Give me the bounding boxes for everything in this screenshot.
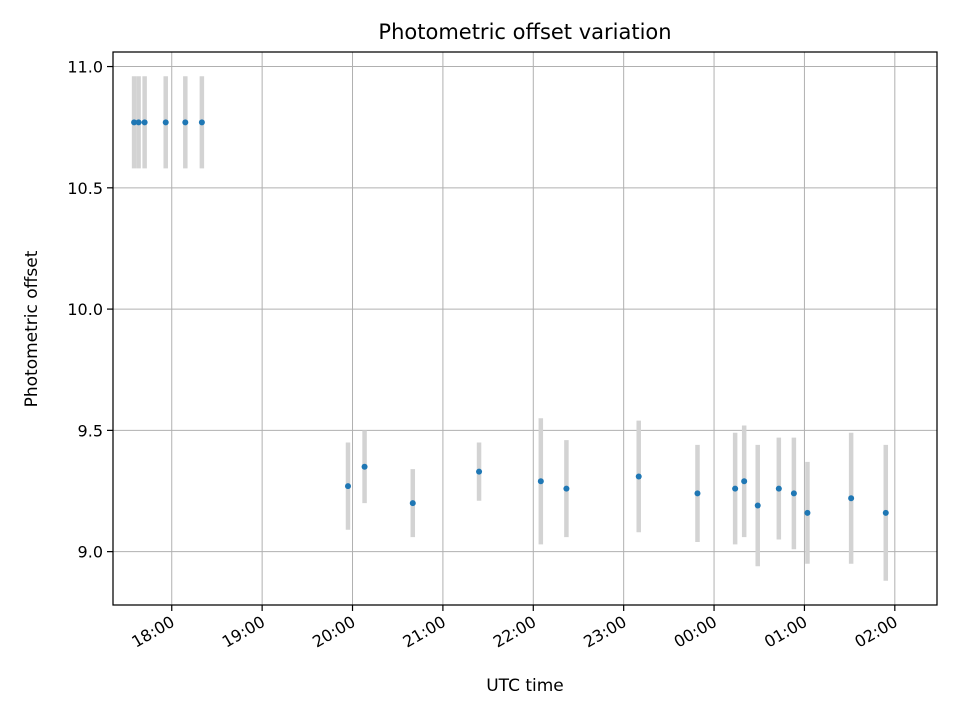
data-point [635,473,642,480]
data-point [141,119,148,126]
plot-frame [112,51,938,606]
data-point [135,119,142,126]
plot-area-background [113,52,937,605]
data-point [775,485,782,492]
data-point [198,119,205,126]
y-tick-label: 10.5 [67,179,103,198]
y-axis-label: Photometric offset [22,250,42,407]
data-point [361,463,368,470]
data-point [882,509,889,516]
y-tick-label: 11.0 [67,58,103,77]
data-point [476,468,483,475]
data-point [344,483,351,490]
data-point [732,485,739,492]
marker-layer [131,119,889,516]
data-point [790,490,797,497]
x-axis-label: UTC time [486,676,564,696]
data-point [162,119,169,126]
data-point [182,119,189,126]
data-point [694,490,701,497]
y-tick-label: 10.0 [67,300,103,319]
chart-title: Photometric offset variation [378,20,671,44]
data-point [848,495,855,502]
data-point [563,485,570,492]
data-point [409,500,416,507]
grid-layer [113,52,937,605]
data-point [741,478,748,485]
y-tick-label: 9.5 [78,421,103,440]
data-point [131,119,138,126]
data-point [537,478,544,485]
data-point [754,502,761,509]
data-point [804,509,811,516]
y-tick-label: 9.0 [78,543,103,562]
